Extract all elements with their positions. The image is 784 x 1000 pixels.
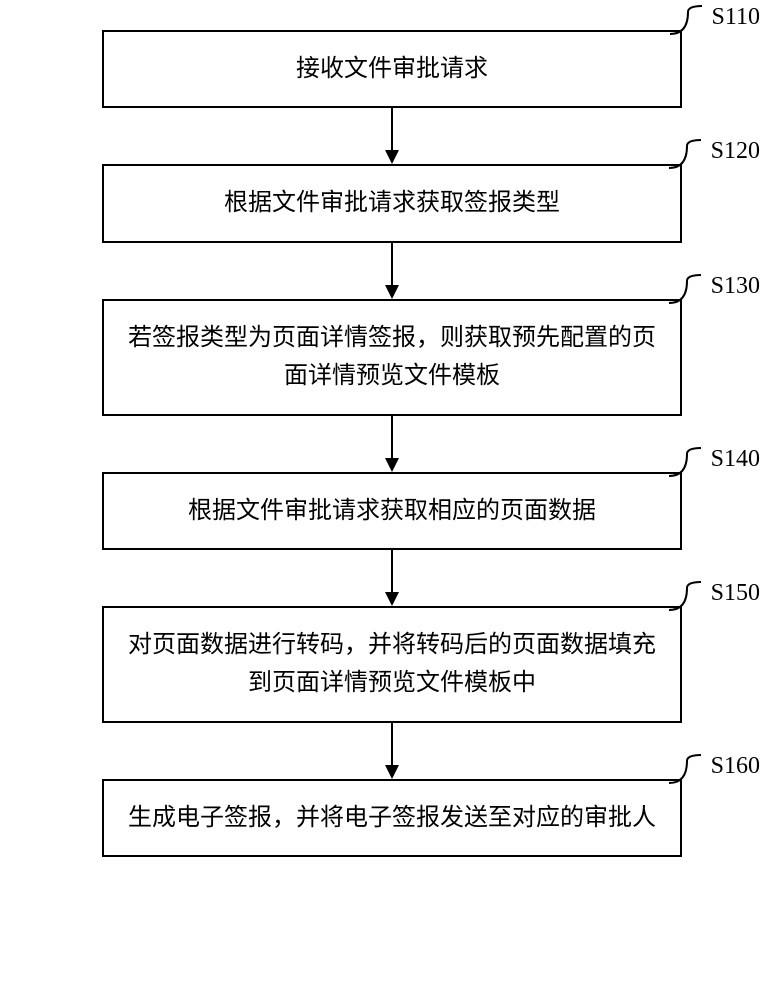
step-label-connector: S120 (669, 138, 760, 172)
step-wrapper: S130 若签报类型为页面详情签报，则获取预先配置的页面详情预览文件模板 (42, 299, 742, 416)
step-wrapper: S150 对页面数据进行转码，并将转码后的页面数据填充到页面详情预览文件模板中 (42, 606, 742, 723)
process-text: 根据文件审批请求获取相应的页面数据 (188, 498, 596, 524)
step-label-connector: S150 (669, 580, 760, 614)
process-box: S150 对页面数据进行转码，并将转码后的页面数据填充到页面详情预览文件模板中 (102, 606, 682, 723)
step-wrapper: S160 生成电子签报，并将电子签报发送至对应的审批人 (42, 779, 742, 857)
connector-curve-icon (669, 753, 709, 787)
step-label-connector: S110 (670, 4, 760, 38)
process-text: 生成电子签报，并将电子签报发送至对应的审批人 (128, 805, 656, 831)
arrow-icon (382, 723, 402, 779)
step-label-connector: S140 (669, 446, 760, 480)
process-box: S110 接收文件审批请求 (102, 30, 682, 108)
process-text: 根据文件审批请求获取签报类型 (224, 190, 560, 216)
process-box: S160 生成电子签报，并将电子签报发送至对应的审批人 (102, 779, 682, 857)
step-label: S110 (712, 0, 760, 36)
step-label: S150 (711, 574, 760, 612)
step-label: S160 (711, 747, 760, 785)
step-label: S140 (711, 440, 760, 478)
process-box: S140 根据文件审批请求获取相应的页面数据 (102, 472, 682, 550)
arrow-icon (382, 108, 402, 164)
connector-curve-icon (669, 580, 709, 614)
connector-curve-icon (669, 446, 709, 480)
arrow-icon (382, 416, 402, 472)
step-label: S130 (711, 267, 760, 305)
flowchart-container: S110 接收文件审批请求 S120 根据文件审批请求获取签报类型 (42, 30, 742, 857)
process-box: S130 若签报类型为页面详情签报，则获取预先配置的页面详情预览文件模板 (102, 299, 682, 416)
process-text: 若签报类型为页面详情签报，则获取预先配置的页面详情预览文件模板 (128, 325, 656, 389)
step-wrapper: S140 根据文件审批请求获取相应的页面数据 (42, 472, 742, 550)
process-text: 对页面数据进行转码，并将转码后的页面数据填充到页面详情预览文件模板中 (128, 632, 656, 696)
process-text: 接收文件审批请求 (296, 56, 488, 82)
step-wrapper: S110 接收文件审批请求 (42, 30, 742, 108)
step-wrapper: S120 根据文件审批请求获取签报类型 (42, 164, 742, 242)
connector-curve-icon (669, 138, 709, 172)
step-label-connector: S130 (669, 273, 760, 307)
arrow-icon (382, 550, 402, 606)
connector-curve-icon (670, 4, 710, 38)
process-box: S120 根据文件审批请求获取签报类型 (102, 164, 682, 242)
arrow-icon (382, 243, 402, 299)
step-label-connector: S160 (669, 753, 760, 787)
step-label: S120 (711, 132, 760, 170)
connector-curve-icon (669, 273, 709, 307)
